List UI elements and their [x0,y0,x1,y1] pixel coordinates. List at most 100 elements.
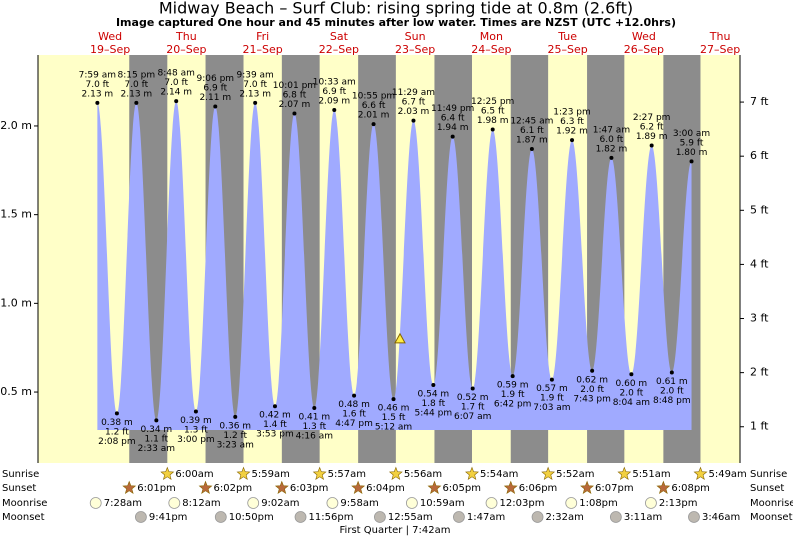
sunset-time: 6:02pm [214,483,253,494]
sunset-icon [656,480,671,494]
extremum-point [649,143,654,148]
sunset-icon [503,480,518,494]
row-label: Moonset [750,512,793,523]
sunrise-time: 5:52am [556,469,594,480]
moonrise-icon [89,497,102,509]
sunrise-time: 5:54am [480,469,518,480]
moonset-icon [531,511,544,523]
extremum-point [154,418,159,423]
sunset-icon [198,480,213,494]
extremum-point [470,386,475,391]
low-tide-label: 0.62 m [576,375,608,385]
moonset-time: 3:11am [624,512,662,523]
sunrise-icon [617,466,632,480]
low-tide-label: 7:43 pm [573,394,611,404]
low-tide-label: 1.4 ft [263,420,287,430]
high-tide-label: 1.89 m [636,132,668,142]
moonrise-icon [326,497,339,509]
high-tide-label: 6.2 ft [640,122,664,132]
moonset-icon [374,511,386,523]
high-tide-label: 12:25 pm [471,97,514,107]
low-tide-label: 0.60 m [616,379,648,389]
moonrise-icon [485,497,498,509]
extremum-point [134,100,139,105]
high-tide-label: 1.80 m [676,148,708,158]
high-tide-label: 2.07 m [279,100,311,110]
high-tide-label: 2.13 m [121,89,153,99]
moonrise-time: 7:28am [104,498,142,509]
low-tide-label: 5:44 pm [415,408,453,418]
low-tide-label: 1.3 ft [184,426,208,436]
moonset-time: 10:50pm [229,512,274,523]
moonset-icon [214,511,227,523]
moonset-icon [294,511,307,523]
sunset-icon [427,480,442,494]
extremum-point [253,100,258,105]
day-date: 22–Sep [319,43,359,56]
y2-tick-label: 2 ft [750,366,769,379]
extremum-point [549,377,554,382]
high-tide-label: 3:00 am [673,129,710,139]
high-tide-label: 6.1 ft [520,126,544,136]
low-tide-label: 2:33 am [138,444,175,454]
low-tide-label: 2:08 pm [98,437,136,447]
moonrise-icon [645,497,657,509]
moonset-time: 11:56pm [309,512,354,523]
high-tide-label: 6.5 ft [481,107,505,117]
high-tide-label: 11:49 pm [431,104,474,114]
extremum-point [529,147,534,152]
extremum-point [332,107,337,112]
low-tide-label: 0.41 m [298,413,330,423]
sunset-time: 6:04pm [366,483,405,494]
extremum-point [391,397,396,402]
high-tide-label: 2.11 m [199,93,231,103]
moonset-icon [609,511,622,523]
sunrise-icon [693,466,708,480]
extremum-point [490,127,495,132]
low-tide-label: 8:04 am [613,398,650,408]
day-date: 19–Sep [90,43,130,56]
day-date: 26–Sep [624,43,664,56]
day-name: Tue [557,30,577,43]
extremum-point [609,155,614,160]
extremum-point [431,382,436,387]
high-tide-label: 7.0 ft [86,80,110,90]
moonset-time: 3:46am [702,512,740,523]
sunrise-time: 5:49am [708,469,746,480]
low-tide-label: 1.2 ft [105,427,129,437]
high-tide-label: 6.8 ft [283,91,307,101]
low-tide-label: 0.48 m [338,400,370,410]
moonrise-time: 10:59am [420,498,465,509]
low-tide-label: 0.54 m [418,389,450,399]
low-tide-label: 0.36 m [219,421,251,431]
moonrise-time: 9:02am [261,498,299,509]
sunrise-time: 5:56am [404,469,442,480]
row-label: Sunset [750,483,784,494]
extremum-point [213,104,218,109]
high-tide-label: 1.92 m [556,127,588,137]
day-date: 23–Sep [395,43,435,56]
sunset-time: 6:05pm [442,483,481,494]
day-name: Thu [175,30,197,43]
current-level-marker [394,332,406,344]
day-date: 25–Sep [548,43,588,56]
high-tide-label: 12:45 am [510,117,553,127]
low-tide-label: 2.0 ft [580,385,604,395]
extremum-point [174,99,179,104]
extremum-point [510,374,515,379]
low-tide-label: 1.2 ft [223,431,247,441]
sunrise-time: 5:59am [252,469,290,480]
low-tide-label: 0.34 m [141,425,173,435]
high-tide-label: 7.0 ft [243,80,267,90]
high-tide-label: 9:06 pm [197,74,235,84]
low-tide-label: 4:16 am [296,432,333,442]
row-label: Moonrise [750,498,793,509]
high-tide-label: 9:39 am [236,70,273,80]
sunset-time: 6:03pm [290,483,329,494]
low-tide-label: 6:07 am [454,412,491,422]
extremum-point [193,409,198,414]
high-tide-label: 10:55 pm [352,92,395,102]
low-tide-label: 1.8 ft [421,399,445,409]
high-tide-label: 6.6 ft [362,101,386,111]
extremum-point [590,368,595,373]
